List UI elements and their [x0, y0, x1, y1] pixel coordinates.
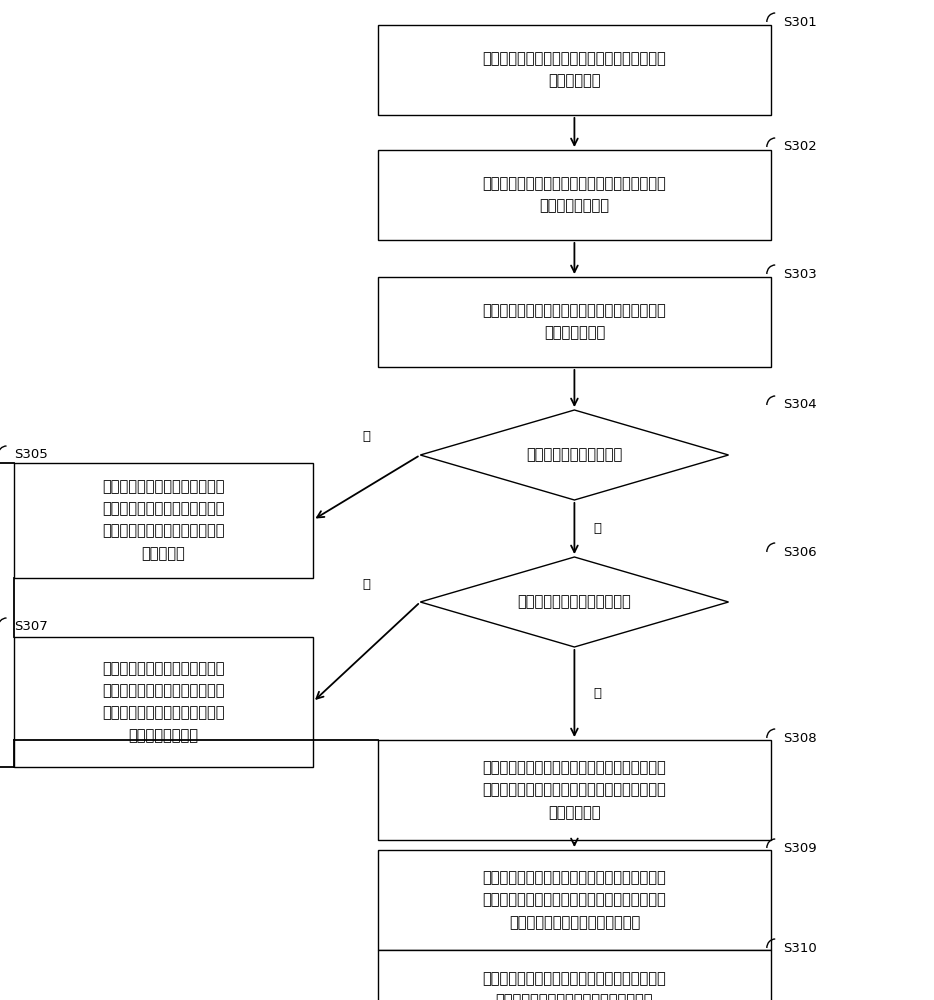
FancyBboxPatch shape: [14, 462, 313, 578]
Text: S302: S302: [783, 140, 816, 153]
Text: 判断天气类型是否为雨水天气: 判断天气类型是否为雨水天气: [517, 594, 631, 609]
FancyBboxPatch shape: [14, 637, 313, 767]
Text: 通过无人机获取光伏组件所在位置的坡度和光伏
组件的排布信息: 通过无人机获取光伏组件所在位置的坡度和光伏 组件的排布信息: [483, 303, 666, 341]
FancyBboxPatch shape: [378, 25, 771, 115]
Text: S306: S306: [783, 546, 816, 558]
Text: 基于天气类型、地理环境信息和排布信息，确定
光伏组件的调节角度，以避免极端天气下光伏组
件的正面冲击: 基于天气类型、地理环境信息和排布信息，确定 光伏组件的调节角度，以避免极端天气下…: [483, 760, 666, 820]
FancyBboxPatch shape: [378, 150, 771, 240]
Text: 是: 是: [362, 577, 371, 590]
Text: 基于辐照度数据，通过角度跟踪模型获取光伏组
件的实时跟踪角度: 基于辐照度数据，通过角度跟踪模型获取光伏组 件的实时跟踪角度: [483, 176, 666, 214]
Text: 通过无人机获取光伏组件调节后的排布方式，并
基于光伏组件的调节后排布方式对三维地形模型
进行优化，以进一步提高模型精度: 通过无人机获取光伏组件调节后的排布方式，并 基于光伏组件的调节后排布方式对三维地…: [483, 870, 666, 930]
FancyBboxPatch shape: [378, 740, 771, 840]
Text: 根据光伏组件的位置信息，获取光伏组件所在区
域的气象数据: 根据光伏组件的位置信息，获取光伏组件所在区 域的气象数据: [483, 51, 666, 89]
FancyBboxPatch shape: [378, 950, 771, 1000]
Text: 否: 否: [594, 687, 601, 700]
Text: 基于雨水天气的雨水强度、地理
环境信息和排布信息，确定光伏
组件的调节角度，以利用雨水对
光伏组件进行清洗: 基于雨水天气的雨水强度、地理 环境信息和排布信息，确定光伏 组件的调节角度，以利…: [102, 661, 225, 743]
FancyBboxPatch shape: [378, 850, 771, 950]
Text: S310: S310: [783, 942, 816, 954]
Text: S308: S308: [783, 732, 816, 744]
Text: S305: S305: [14, 448, 48, 462]
Text: 判断天气类型是否为晴天: 判断天气类型是否为晴天: [526, 448, 623, 462]
Text: S303: S303: [783, 267, 816, 280]
Text: S307: S307: [14, 620, 48, 634]
FancyBboxPatch shape: [378, 277, 771, 367]
Text: 否: 否: [594, 522, 601, 535]
Text: S304: S304: [783, 398, 816, 412]
Text: 是: 是: [362, 430, 371, 444]
Text: S301: S301: [783, 15, 816, 28]
Polygon shape: [420, 557, 729, 647]
Text: 基于地理环境信息、排布信息和
实时跟踪角度，确定光伏组件的
调节角度，以确保光伏组件获取
高散射辐射: 基于地理环境信息、排布信息和 实时跟踪角度，确定光伏组件的 调节角度，以确保光伏…: [102, 479, 225, 561]
Text: S309: S309: [783, 842, 816, 854]
Polygon shape: [420, 410, 729, 500]
Text: 根据分布式光伏发电系统的管理需求建立的评估
指标体系对光伏组件的优化效果进行评估: 根据分布式光伏发电系统的管理需求建立的评估 指标体系对光伏组件的优化效果进行评估: [483, 971, 666, 1000]
